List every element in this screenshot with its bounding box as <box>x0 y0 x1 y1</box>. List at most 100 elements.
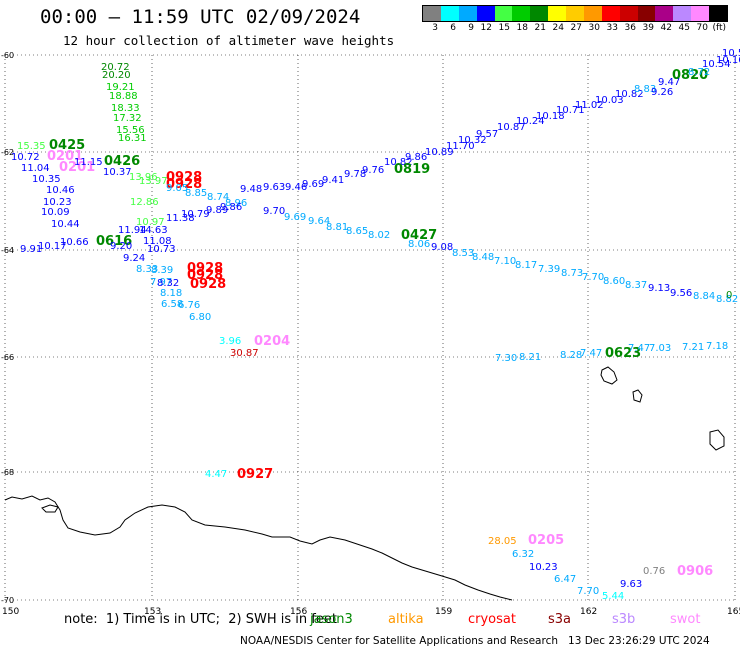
wave-height-value: 20.20 <box>102 70 131 81</box>
wave-height-value: 10.17 <box>38 241 67 252</box>
wave-height-value: 0 <box>726 290 732 301</box>
wave-height-value: 11.08 <box>143 236 172 247</box>
lat-tick-label: -60 <box>1 51 14 60</box>
legend-label: 33 <box>606 23 618 33</box>
wave-height-value: 7.47 <box>580 348 602 359</box>
pass-time-label: 0927 <box>237 467 273 482</box>
pass-time-label: 0201 <box>47 149 83 164</box>
wave-height-value: 7.70 <box>582 272 604 283</box>
wave-height-value: 10.66 <box>60 237 89 248</box>
page-subtitle: 12 hour collection of altimeter wave hei… <box>63 33 395 48</box>
legend-label: 9 <box>468 23 474 33</box>
wave-height-value: 15.35 <box>17 141 46 152</box>
legend-label: 21 <box>534 23 546 33</box>
legend-color-bar <box>422 5 728 22</box>
wave-height-value: 9.64 <box>308 216 330 227</box>
wave-height-value: 9.86 <box>220 202 242 213</box>
wave-height-value: 8.21 <box>519 352 541 363</box>
legend-label: 15 <box>498 23 510 33</box>
wave-height-value: 6.47 <box>554 574 576 585</box>
legend-label: 24 <box>552 23 564 33</box>
legend-label: 6 <box>450 23 456 33</box>
wave-height-value: 11.02 <box>575 100 604 111</box>
wave-height-value: 9.08 <box>431 242 453 253</box>
wave-height-value: 9.13 <box>648 283 670 294</box>
wave-height-observations: 20.7220.2019.2118.8818.3317.3215.5616.31… <box>11 48 740 602</box>
wave-height-value: 10.23 <box>43 197 72 208</box>
wave-height-value: 8.74 <box>207 192 229 203</box>
wave-height-value: 17.32 <box>113 113 142 124</box>
wave-height-value: 8.17 <box>515 260 537 271</box>
lat-tick-label: -70 <box>1 596 14 605</box>
note-text: note: 1) Time is in UTC; 2) SWH is in fe… <box>64 612 337 627</box>
wave-height-value: 15.56 <box>116 125 145 136</box>
wave-height-value: 10.89 <box>425 147 454 158</box>
wave-height-value: 7.03 <box>649 343 671 354</box>
wave-height-value: 10.54 <box>702 59 731 70</box>
wave-height-value: 9.91 <box>20 244 42 255</box>
pass-time-label: 0616 <box>96 234 132 249</box>
lon-tick-label: 162 <box>580 607 597 617</box>
wave-height-value: 7.70 <box>577 586 599 597</box>
legend-swatch <box>476 6 495 21</box>
wave-height-value: 10.46 <box>46 185 75 196</box>
pass-time-label: 0928 <box>166 170 202 185</box>
legend-label: 30 <box>588 23 600 33</box>
wave-height-value: 8.06 <box>408 239 430 250</box>
wave-height-value: 14.63 <box>139 225 168 236</box>
wave-height-value: 8.48 <box>472 252 494 263</box>
wave-height-value: 9.47 <box>658 77 680 88</box>
legend-swatch <box>601 6 620 21</box>
wave-height-value: 9.46 <box>285 182 307 193</box>
wave-height-value: 10.79 <box>181 209 210 220</box>
wave-height-value: 0.76 <box>643 566 665 577</box>
wave-height-value: 10.73 <box>147 244 176 255</box>
wave-height-value: 11.04 <box>21 163 50 174</box>
legend-label: 42 <box>660 23 672 33</box>
page-title: 00:00 – 11:59 UTC 02/09/2024 <box>40 6 361 28</box>
wave-height-value: 10.35 <box>32 174 61 185</box>
wave-height-value: 8.28 <box>560 350 582 361</box>
wave-height-value: 7.30 <box>495 353 517 364</box>
wave-height-value: 9.78 <box>344 169 366 180</box>
pass-time-label: 0820 <box>672 68 708 83</box>
lat-tick-label: -64 <box>1 246 14 255</box>
coastline <box>4 366 725 601</box>
wave-height-value: 11.70 <box>446 141 475 152</box>
legend-swatch <box>637 6 656 21</box>
legend-label: 36 <box>624 23 636 33</box>
wave-height-value: 18.88 <box>109 91 138 102</box>
wave-height-value: 8.84 <box>693 291 715 302</box>
wave-height-value: 9.41 <box>322 175 344 186</box>
wave-height-value: 6.32 <box>512 549 534 560</box>
legend-swatch <box>673 6 692 21</box>
wave-height-value: 12.86 <box>130 197 159 208</box>
wave-height-value: 11.38 <box>166 213 195 224</box>
wave-height-value: 10.82 <box>384 157 413 168</box>
wave-height-value: 7.39 <box>538 264 560 275</box>
gridlines <box>4 54 736 601</box>
wave-height-value: 10.71 <box>556 105 585 116</box>
wave-height-value: 6.58 <box>161 299 183 310</box>
lon-tick-label: 159 <box>435 607 452 617</box>
wave-height-value: 8.72 <box>688 67 710 78</box>
wave-height-value: 16.31 <box>118 133 147 144</box>
legend-label: 12 <box>480 23 492 33</box>
wave-height-value: 8.96 <box>225 198 247 209</box>
legend-label: (ft) <box>712 23 726 33</box>
pass-time-label: 0928 <box>190 277 226 292</box>
legend-swatch <box>709 6 727 21</box>
lon-tick-label: 153 <box>144 607 161 617</box>
legend-label: 3 <box>432 23 438 33</box>
pass-time-label: 0205 <box>528 533 564 548</box>
legend-label: 18 <box>516 23 528 33</box>
wave-height-value: 9.70 <box>263 206 285 217</box>
pass-time-label: 0906 <box>677 564 713 579</box>
mission-label: jason3 <box>310 612 353 627</box>
wave-height-value: 10.72 <box>11 152 40 163</box>
legend-swatch <box>458 6 477 21</box>
wave-height-value: 30.87 <box>230 348 259 359</box>
wave-height-value: 9.20 <box>110 241 132 252</box>
wave-height-value: 8.02 <box>368 230 390 241</box>
wave-height-value: 19.21 <box>106 82 135 93</box>
